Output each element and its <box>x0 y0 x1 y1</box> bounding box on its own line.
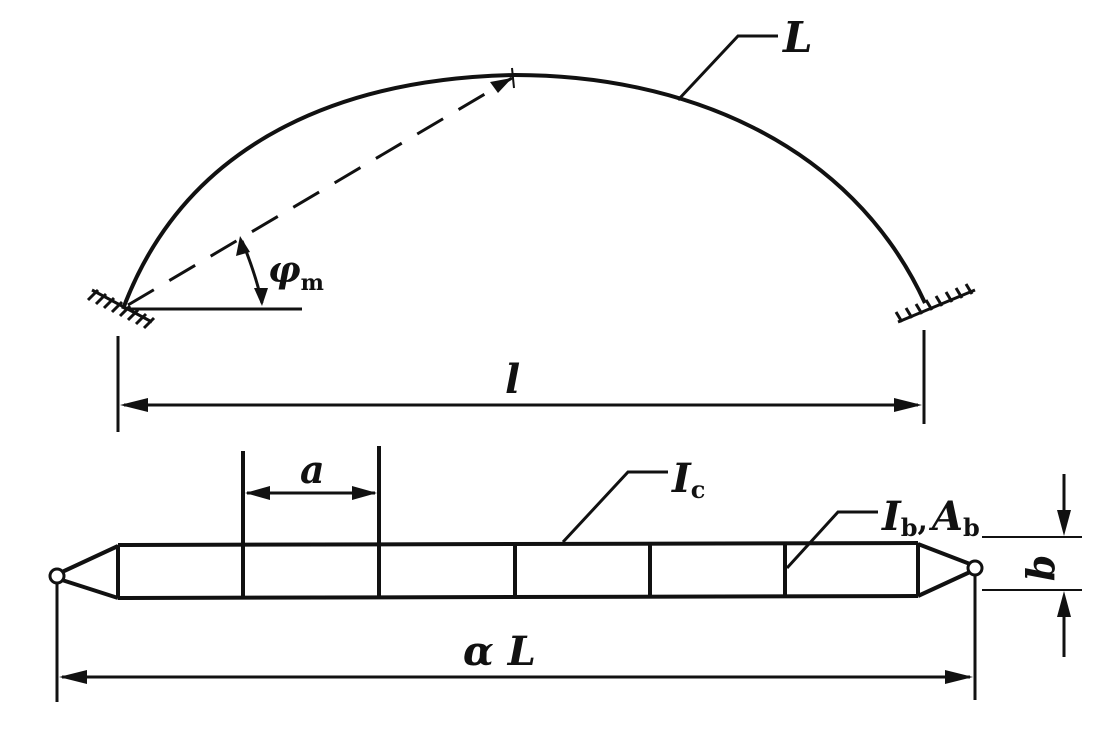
left-pin <box>48 567 66 585</box>
angle-arrow-top <box>236 236 250 256</box>
laced-column-figure: a Ic Ib, Ab b α L <box>48 446 1082 702</box>
chord-leader <box>561 470 668 544</box>
arch-length-leader <box>676 34 778 102</box>
length-arrow-right <box>945 670 973 684</box>
panel-arrow-right <box>352 486 377 500</box>
battens <box>116 446 920 598</box>
width-arrow-bottom <box>1057 591 1071 617</box>
span-label: l <box>505 356 520 403</box>
arch-length-label: L <box>782 13 813 62</box>
panel-spacing-label: a <box>300 447 325 492</box>
length-arrow-left <box>59 670 87 684</box>
right-fixed-support <box>894 283 976 324</box>
span-arrow-right <box>894 398 922 412</box>
right-pin <box>966 559 984 577</box>
angle-label: φm <box>268 249 324 296</box>
width-arrow-top <box>1057 510 1071 536</box>
panel-arrow-left <box>245 486 270 500</box>
total-length-label: α L <box>463 628 536 675</box>
dashed-chord-line <box>127 76 513 307</box>
bottom-chord <box>117 594 919 600</box>
left-tapered-end <box>61 544 119 600</box>
angle-arrow-bottom <box>254 288 268 306</box>
right-tapered-end <box>917 542 971 598</box>
arch-figure: φm L l <box>86 13 976 432</box>
chord-label: Ic <box>671 455 705 504</box>
arch-curve <box>121 72 927 310</box>
batten-label: Ib, Ab <box>881 493 980 542</box>
batten-leader <box>785 510 878 570</box>
dashed-line-arrow <box>490 78 512 93</box>
span-arrow-left <box>120 398 148 412</box>
top-chord <box>117 541 919 547</box>
column-width-label: b <box>1018 555 1063 582</box>
